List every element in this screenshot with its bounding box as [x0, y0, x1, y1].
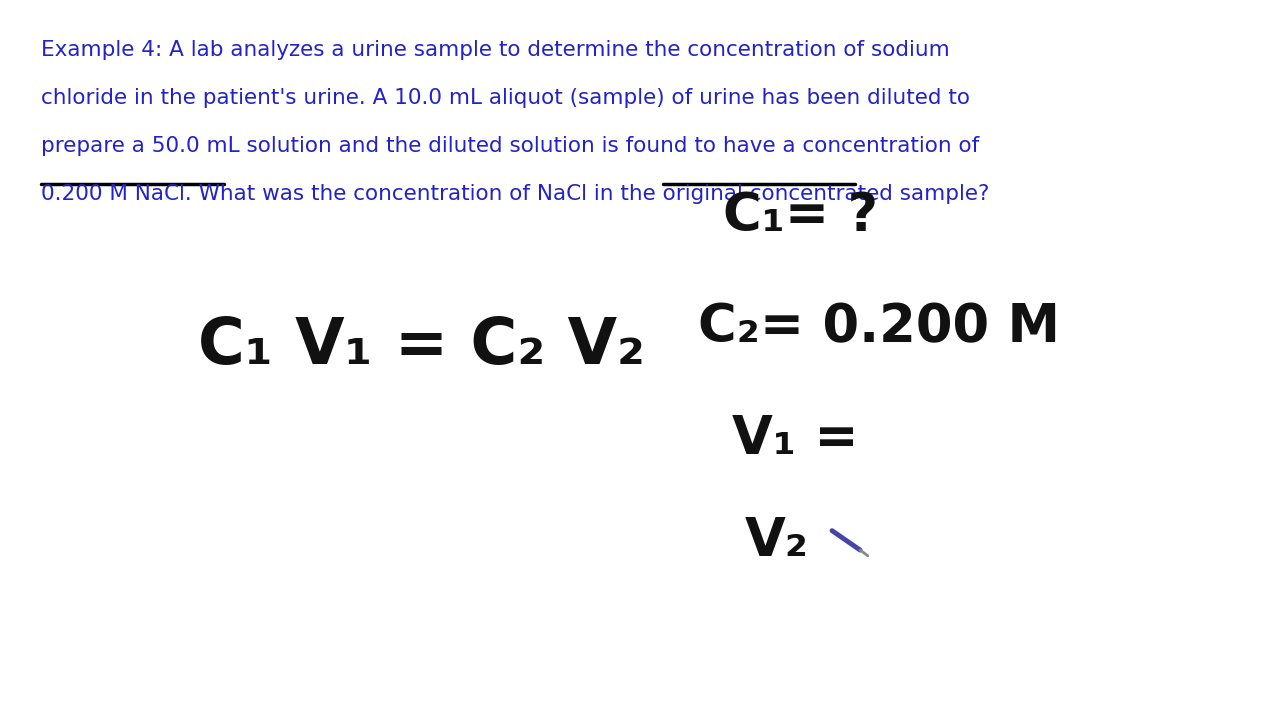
Text: chloride in the patient's urine. A 10.0 mL aliquot (sample) of urine has been di: chloride in the patient's urine. A 10.0 … [41, 88, 970, 108]
Text: 0.200 M NaCl. What was the concentration of NaCl in the original concentrated sa: 0.200 M NaCl. What was the concentration… [41, 184, 989, 204]
Text: Example 4: A lab analyzes a urine sample to determine the concentration of sodiu: Example 4: A lab analyzes a urine sample… [41, 40, 950, 60]
Text: C₁ V₁ = C₂ V₂: C₁ V₁ = C₂ V₂ [198, 315, 645, 377]
Text: V₁ =: V₁ = [732, 413, 859, 465]
Text: prepare a 50.0 mL solution and the diluted solution is found to have a concentra: prepare a 50.0 mL solution and the dilut… [41, 136, 979, 156]
Text: C₂= 0.200 M: C₂= 0.200 M [698, 302, 1060, 354]
Text: C₁= ?: C₁= ? [723, 190, 878, 242]
Text: V₂: V₂ [745, 516, 809, 567]
